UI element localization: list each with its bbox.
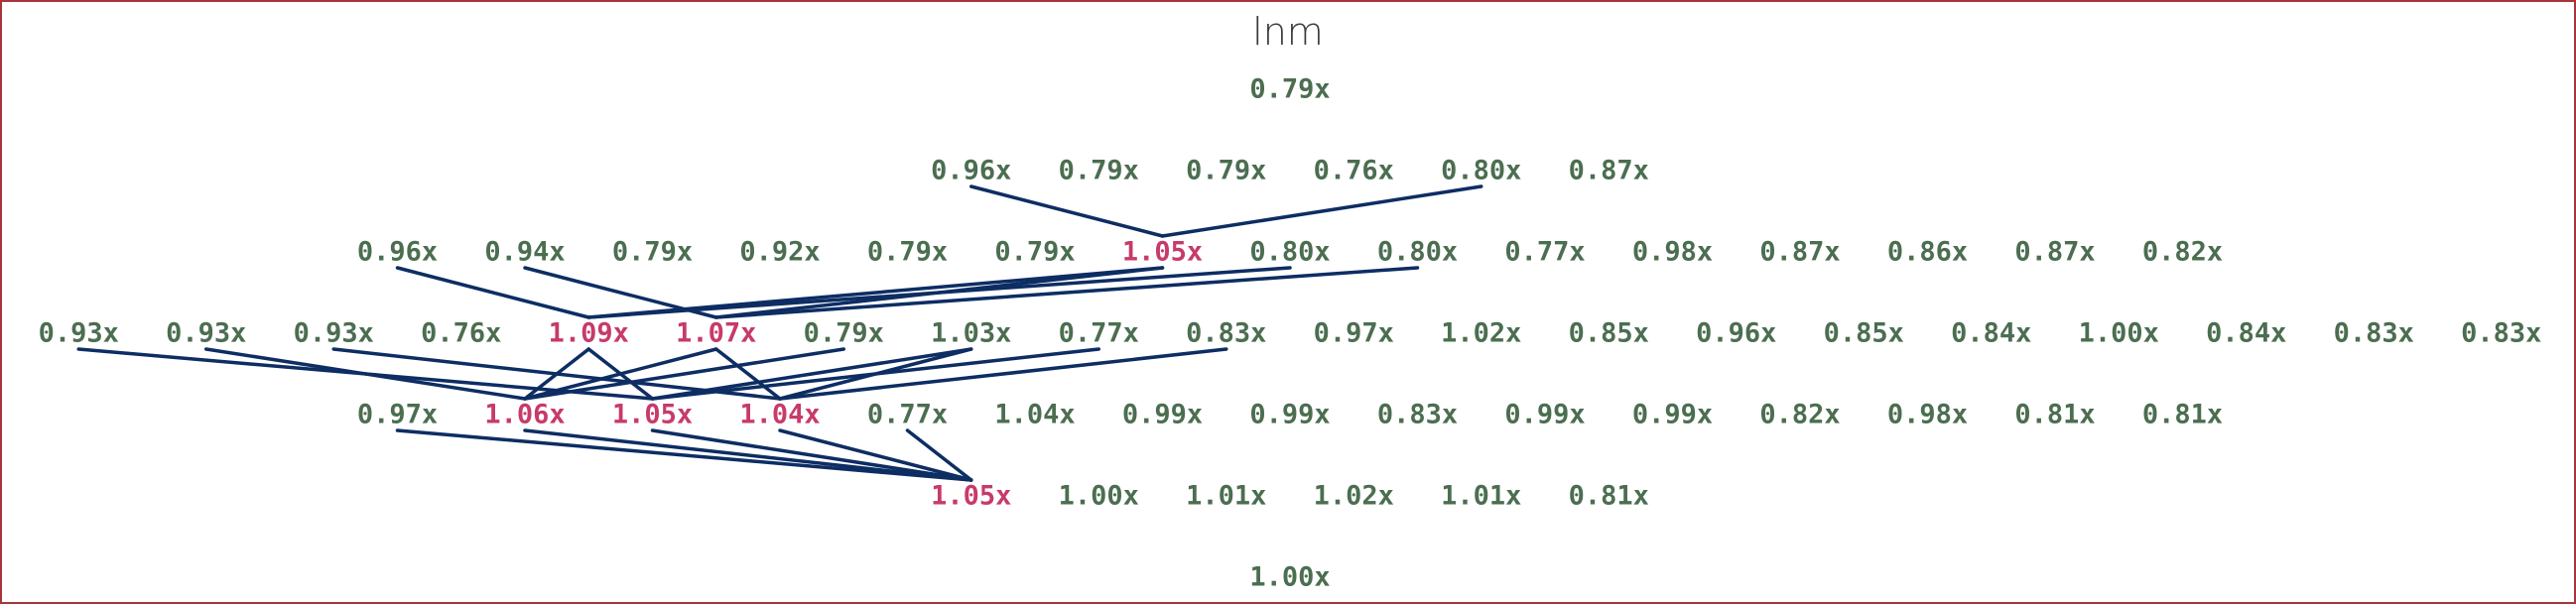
node-r1-c3: 0.76x [1313, 155, 1394, 186]
node-r1-c5: 0.87x [1568, 155, 1649, 186]
node-r2-c6: 1.05x [1121, 236, 1204, 268]
node-r3-c0: 0.93x [38, 317, 119, 349]
node-r3-c15: 0.84x [1951, 317, 2032, 349]
node-r5-c5: 0.81x [1568, 480, 1649, 512]
node-r5-c1: 1.00x [1058, 480, 1139, 512]
node-r2-c8: 0.80x [1376, 236, 1459, 268]
node-r2-c10: 0.98x [1631, 236, 1714, 268]
node-r3-c5: 1.07x [676, 317, 757, 349]
node-r4-c12: 0.98x [1886, 399, 1969, 430]
node-r2-c0: 0.96x [356, 236, 439, 268]
diagram-title: lnm [1252, 10, 1324, 54]
edge-22 [650, 428, 973, 482]
node-r3-c1: 0.93x [166, 317, 247, 349]
node-r2-c7: 0.80x [1249, 236, 1331, 268]
node-r2-c3: 0.92x [739, 236, 821, 268]
node-r5-c4: 1.01x [1441, 480, 1522, 512]
edge-23 [778, 428, 973, 482]
node-r2-c12: 0.86x [1886, 236, 1969, 268]
node-r2-c13: 0.87x [2014, 236, 2096, 268]
node-r4-c8: 0.83x [1376, 399, 1459, 430]
node-r4-c9: 0.99x [1504, 399, 1586, 430]
node-r4-c4: 0.77x [866, 399, 949, 430]
node-r0-c0: 0.79x [1249, 73, 1331, 105]
node-r2-c14: 0.82x [2141, 236, 2224, 268]
edge-18 [650, 347, 1100, 401]
edge-16 [650, 347, 973, 401]
node-r4-c0: 0.97x [356, 399, 439, 430]
node-r2-c1: 0.94x [484, 236, 566, 268]
node-r3-c2: 0.93x [293, 317, 374, 349]
edge-19 [778, 347, 1228, 401]
edge-15 [523, 347, 845, 401]
node-r3-c7: 1.03x [931, 317, 1012, 349]
node-r4-c5: 1.04x [994, 399, 1076, 430]
edge-7 [714, 266, 1420, 319]
node-r3-c12: 0.85x [1568, 317, 1649, 349]
node-r4-c2: 1.05x [611, 399, 694, 430]
node-r6-c0: 1.00x [1249, 561, 1331, 593]
node-r4-c7: 0.99x [1249, 399, 1331, 430]
node-r4-c10: 0.99x [1631, 399, 1714, 430]
edge-14 [714, 347, 782, 401]
edge-20 [395, 428, 973, 482]
node-r3-c9: 0.83x [1186, 317, 1267, 349]
node-r3-c16: 1.00x [2078, 317, 2159, 349]
edge-6 [586, 266, 1292, 319]
node-r1-c0: 0.96x [931, 155, 1012, 186]
edge-11 [523, 347, 590, 401]
node-r2-c5: 0.79x [994, 236, 1076, 268]
node-r4-c6: 0.99x [1121, 399, 1204, 430]
node-r3-c10: 0.97x [1313, 317, 1394, 349]
node-r1-c4: 0.80x [1441, 155, 1522, 186]
node-r4-c11: 0.82x [1759, 399, 1841, 430]
edge-24 [905, 428, 973, 482]
node-r3-c8: 0.77x [1058, 317, 1139, 349]
node-r2-c9: 0.77x [1504, 236, 1586, 268]
node-r3-c19: 0.83x [2461, 317, 2542, 349]
node-r4-c1: 1.06x [484, 399, 566, 430]
edge-0 [969, 184, 1165, 238]
node-r3-c14: 0.85x [1823, 317, 1904, 349]
node-r5-c2: 1.01x [1186, 480, 1267, 512]
node-r3-c17: 0.84x [2206, 317, 2287, 349]
node-r4-c14: 0.81x [2141, 399, 2224, 430]
node-r3-c13: 0.96x [1696, 317, 1777, 349]
edge-21 [523, 428, 973, 482]
node-r3-c6: 0.79x [803, 317, 884, 349]
node-r5-c0: 1.05x [931, 480, 1012, 512]
node-r2-c2: 0.79x [611, 236, 694, 268]
node-r1-c2: 0.79x [1186, 155, 1267, 186]
edge-13 [523, 347, 718, 401]
node-r3-c4: 1.09x [548, 317, 629, 349]
node-r5-c3: 1.02x [1313, 480, 1394, 512]
node-r2-c11: 0.87x [1759, 236, 1841, 268]
node-r3-c18: 0.83x [2333, 317, 2414, 349]
node-r4-c13: 0.81x [2014, 399, 2096, 430]
edge-9 [204, 347, 527, 401]
node-r2-c4: 0.79x [866, 236, 949, 268]
node-r3-c11: 1.02x [1441, 317, 1522, 349]
node-r4-c3: 1.04x [739, 399, 821, 430]
edge-2 [395, 266, 590, 319]
node-r3-c3: 0.76x [421, 317, 502, 349]
edge-1 [1160, 184, 1483, 238]
node-r1-c1: 0.79x [1058, 155, 1139, 186]
